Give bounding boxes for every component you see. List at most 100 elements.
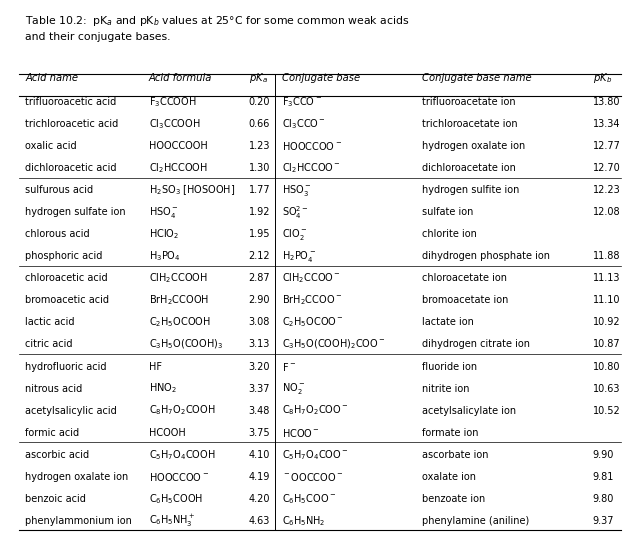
- Text: chloroacetate ion: chloroacetate ion: [422, 273, 507, 283]
- Text: 3.37: 3.37: [249, 384, 270, 394]
- Text: 3.75: 3.75: [249, 428, 270, 438]
- Text: 9.80: 9.80: [593, 493, 614, 503]
- Text: H$_3$PO$_4$: H$_3$PO$_4$: [149, 250, 181, 263]
- Text: Cl$_3$CCOOH: Cl$_3$CCOOH: [149, 118, 200, 131]
- Text: 11.88: 11.88: [593, 251, 620, 261]
- Text: 1.77: 1.77: [249, 185, 270, 195]
- Text: C$_5$H$_7$O$_4$COO$^-$: C$_5$H$_7$O$_4$COO$^-$: [282, 448, 349, 461]
- Text: hydrogen sulfite ion: hydrogen sulfite ion: [422, 185, 519, 195]
- Text: 3.13: 3.13: [249, 339, 270, 349]
- Text: C$_6$H$_5$COOH: C$_6$H$_5$COOH: [149, 492, 203, 506]
- Text: 4.63: 4.63: [249, 516, 270, 526]
- Text: bromoacetic acid: bromoacetic acid: [25, 295, 109, 305]
- Text: chlorite ion: chlorite ion: [422, 229, 477, 240]
- Text: trichloroacetate ion: trichloroacetate ion: [422, 119, 517, 129]
- Text: BrH$_2$CCOOH: BrH$_2$CCOOH: [149, 294, 209, 307]
- Text: F$^-$: F$^-$: [282, 360, 296, 373]
- Text: 3.48: 3.48: [249, 406, 270, 416]
- Text: 4.10: 4.10: [249, 450, 270, 460]
- Text: 12.77: 12.77: [593, 141, 621, 151]
- Text: 2.12: 2.12: [249, 251, 270, 261]
- Text: 4.19: 4.19: [249, 471, 270, 482]
- Text: oxalic acid: oxalic acid: [25, 141, 77, 151]
- Text: trichloroacetic acid: trichloroacetic acid: [25, 119, 119, 129]
- Text: phosphoric acid: phosphoric acid: [25, 251, 103, 261]
- Text: C$_8$H$_7$O$_2$COO$^-$: C$_8$H$_7$O$_2$COO$^-$: [282, 404, 349, 417]
- Text: 1.92: 1.92: [249, 208, 270, 217]
- Text: 9.81: 9.81: [593, 471, 614, 482]
- Text: Cl$_3$CCO$^-$: Cl$_3$CCO$^-$: [282, 118, 326, 131]
- Text: Acid formula: Acid formula: [149, 73, 212, 83]
- Text: 13.80: 13.80: [593, 97, 620, 107]
- Text: ClO$_2^-$: ClO$_2^-$: [282, 227, 307, 242]
- Text: Table 10.2:  pK$_a$ and pK$_b$ values at 25°C for some common weak acids
and the: Table 10.2: pK$_a$ and pK$_b$ values at …: [25, 14, 410, 42]
- Text: sulfurous acid: sulfurous acid: [25, 185, 93, 195]
- Text: dihydrogen phosphate ion: dihydrogen phosphate ion: [422, 251, 550, 261]
- Text: formic acid: formic acid: [25, 428, 79, 438]
- Text: 12.23: 12.23: [593, 185, 621, 195]
- Text: HOOCCOOH: HOOCCOOH: [149, 141, 208, 151]
- Text: C$_2$H$_5$OCOO$^-$: C$_2$H$_5$OCOO$^-$: [282, 316, 344, 330]
- Text: 10.92: 10.92: [593, 317, 621, 327]
- Text: 2.87: 2.87: [249, 273, 270, 283]
- Text: 9.37: 9.37: [593, 516, 614, 526]
- Text: acetylsalicylic acid: acetylsalicylic acid: [25, 406, 117, 416]
- Text: pK$_b$: pK$_b$: [593, 71, 612, 86]
- Text: HCOO$^-$: HCOO$^-$: [282, 427, 320, 439]
- Text: NO$_2^-$: NO$_2^-$: [282, 381, 306, 396]
- Text: ClH$_2$CCOO$^-$: ClH$_2$CCOO$^-$: [282, 272, 341, 285]
- Text: 0.20: 0.20: [249, 97, 270, 107]
- Text: 1.23: 1.23: [249, 141, 270, 151]
- Text: hydrogen oxalate ion: hydrogen oxalate ion: [25, 471, 129, 482]
- Text: F$_3$CCOOH: F$_3$CCOOH: [149, 95, 197, 109]
- Text: benzoate ion: benzoate ion: [422, 493, 485, 503]
- Text: dichloroacetate ion: dichloroacetate ion: [422, 163, 515, 173]
- Text: oxalate ion: oxalate ion: [422, 471, 476, 482]
- Text: formate ion: formate ion: [422, 428, 478, 438]
- Text: SO$_4^{2-}$: SO$_4^{2-}$: [282, 204, 309, 221]
- Text: C$_2$H$_5$OCOOH: C$_2$H$_5$OCOOH: [149, 316, 211, 330]
- Text: sulfate ion: sulfate ion: [422, 208, 473, 217]
- Text: bromoacetate ion: bromoacetate ion: [422, 295, 508, 305]
- Text: 11.10: 11.10: [593, 295, 620, 305]
- Text: trifluoroacetic acid: trifluoroacetic acid: [25, 97, 117, 107]
- Text: ascorbate ion: ascorbate ion: [422, 450, 488, 460]
- Text: C$_6$H$_5$NH$_2$: C$_6$H$_5$NH$_2$: [282, 514, 326, 528]
- Text: trifluoroacetate ion: trifluoroacetate ion: [422, 97, 515, 107]
- Text: 3.20: 3.20: [249, 362, 270, 371]
- Text: 10.63: 10.63: [593, 384, 620, 394]
- Text: acetylsalicylate ion: acetylsalicylate ion: [422, 406, 515, 416]
- Text: H$_2$PO$_4^-$: H$_2$PO$_4^-$: [282, 249, 316, 264]
- Text: 0.66: 0.66: [249, 119, 270, 129]
- Text: 12.70: 12.70: [593, 163, 621, 173]
- Text: dichloroacetic acid: dichloroacetic acid: [25, 163, 117, 173]
- Text: C$_6$H$_5$NH$_3^+$: C$_6$H$_5$NH$_3^+$: [149, 513, 195, 529]
- Text: Acid name: Acid name: [25, 73, 79, 83]
- Text: Conjugate base name: Conjugate base name: [422, 73, 531, 83]
- Text: C$_3$H$_5$O(COOH)$_2$COO$^-$: C$_3$H$_5$O(COOH)$_2$COO$^-$: [282, 338, 386, 351]
- Text: HOOCCOO$^-$: HOOCCOO$^-$: [149, 471, 209, 482]
- Text: Cl$_2$HCCOOH: Cl$_2$HCCOOH: [149, 161, 208, 175]
- Text: nitrous acid: nitrous acid: [25, 384, 82, 394]
- Text: pK$_a$: pK$_a$: [249, 71, 268, 86]
- Text: hydrogen sulfate ion: hydrogen sulfate ion: [25, 208, 126, 217]
- Text: citric acid: citric acid: [25, 339, 73, 349]
- Text: C$_6$H$_5$COO$^-$: C$_6$H$_5$COO$^-$: [282, 492, 337, 506]
- Text: hydrogen oxalate ion: hydrogen oxalate ion: [422, 141, 525, 151]
- Text: chlorous acid: chlorous acid: [25, 229, 90, 240]
- Text: 10.80: 10.80: [593, 362, 620, 371]
- Text: HOOCCOO$^-$: HOOCCOO$^-$: [282, 140, 342, 152]
- Text: chloroacetic acid: chloroacetic acid: [25, 273, 108, 283]
- Text: Cl$_2$HCCOO$^-$: Cl$_2$HCCOO$^-$: [282, 161, 341, 175]
- Text: nitrite ion: nitrite ion: [422, 384, 469, 394]
- Text: BrH$_2$CCOO$^-$: BrH$_2$CCOO$^-$: [282, 294, 342, 307]
- Text: C$_5$H$_7$O$_4$COOH: C$_5$H$_7$O$_4$COOH: [149, 448, 216, 461]
- Text: 9.90: 9.90: [593, 450, 614, 460]
- Text: HSO$_3^-$: HSO$_3^-$: [282, 183, 312, 198]
- Text: HNO$_2$: HNO$_2$: [149, 381, 177, 395]
- Text: lactate ion: lactate ion: [422, 317, 474, 327]
- Text: HCOOH: HCOOH: [149, 428, 186, 438]
- Text: ascorbic acid: ascorbic acid: [25, 450, 89, 460]
- Text: F$_3$CCO$^-$: F$_3$CCO$^-$: [282, 95, 322, 109]
- Text: 10.52: 10.52: [593, 406, 621, 416]
